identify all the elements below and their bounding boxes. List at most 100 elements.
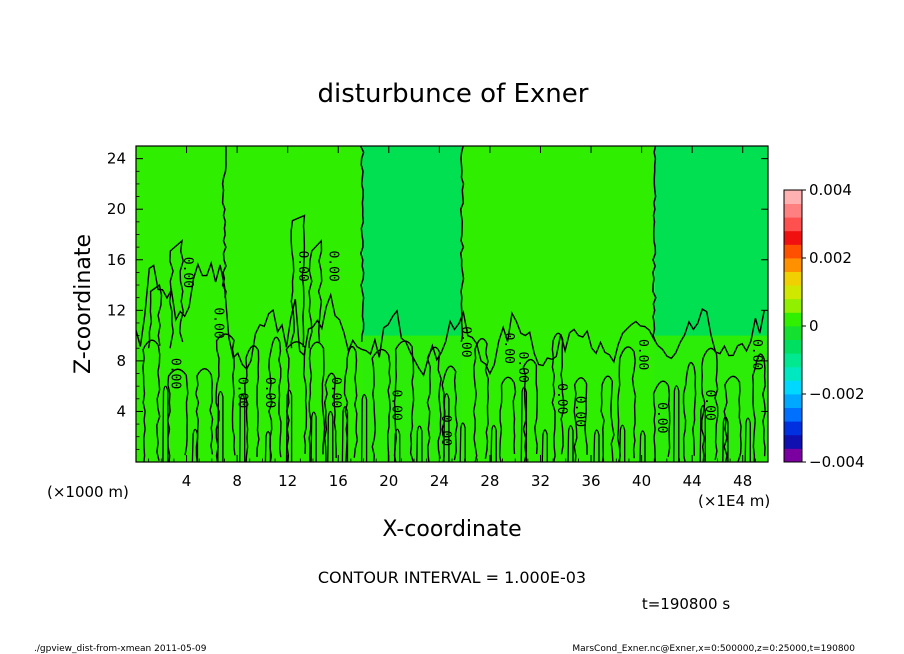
colorbar-swatch bbox=[784, 230, 802, 245]
plume-contour bbox=[416, 425, 423, 462]
colorbar-swatch bbox=[784, 244, 802, 259]
plume-contour bbox=[700, 347, 719, 462]
plume-contour bbox=[600, 375, 615, 462]
contour-label: 0.00 bbox=[180, 257, 195, 288]
y-tick-label: 24 bbox=[107, 150, 126, 168]
contour-label: 0.00 bbox=[572, 396, 587, 427]
contour-label: 0.00 bbox=[749, 339, 764, 370]
plume-contour bbox=[308, 341, 326, 462]
colorbar-tick-label: 0.002 bbox=[809, 249, 852, 267]
plume-contour bbox=[215, 333, 236, 462]
colorbar-swatch bbox=[784, 407, 802, 422]
plume-contour bbox=[217, 391, 224, 462]
field-band bbox=[136, 335, 768, 462]
colorbar-swatch bbox=[784, 421, 802, 436]
plume-contour bbox=[327, 410, 334, 462]
plume-contour bbox=[459, 422, 466, 462]
plume-contour bbox=[343, 345, 359, 462]
plume-contour bbox=[652, 380, 671, 462]
vertical-contour bbox=[221, 146, 227, 298]
colorbar-swatch bbox=[784, 434, 802, 449]
contour-label: 0.00 bbox=[702, 389, 717, 420]
contour-label: 0.00 bbox=[501, 333, 516, 364]
colorbar-tick-label: −0.004 bbox=[809, 453, 865, 471]
vertical-contour bbox=[459, 146, 465, 343]
plume-contour bbox=[323, 372, 337, 462]
footer-left: ./gpview_dist-from-xmean 2011-05-09 bbox=[34, 644, 207, 654]
x-tick-label: 32 bbox=[531, 472, 550, 490]
plume-contour bbox=[166, 368, 189, 462]
y-tick-label: 20 bbox=[107, 200, 126, 218]
y-tick-label: 4 bbox=[116, 402, 126, 420]
footer-right: MarsCond_Exner.nc@Exner,x=0:500000,z=0:2… bbox=[572, 644, 855, 654]
contour-label: 0.00 bbox=[458, 326, 473, 357]
plume-contour bbox=[522, 358, 538, 462]
plume-contour bbox=[147, 283, 163, 349]
layer-top-contour bbox=[136, 260, 765, 377]
colorbar-swatch bbox=[784, 271, 802, 286]
plume-contour bbox=[573, 377, 588, 462]
colorbar-swatch bbox=[784, 380, 802, 395]
contour-field bbox=[136, 146, 768, 462]
plume-contour bbox=[290, 214, 306, 349]
colorbar-swatch bbox=[784, 298, 802, 313]
plume-contour bbox=[310, 411, 317, 462]
plume-contour bbox=[239, 394, 246, 462]
plume-contour bbox=[699, 405, 706, 462]
colorbar-swatch bbox=[784, 353, 802, 368]
plot-area: 0.00 0.00 0.00 0.00 0.00 0.00 0.00 0.00 0.00 0.00… bbox=[107, 145, 769, 490]
x-axis-label: X-coordinate bbox=[382, 517, 521, 542]
x-axis: 4 8 12 16 20 24 28 32 36 40 44 48 bbox=[148, 146, 756, 490]
contour-interval-text: CONTOUR INTERVAL = 1.000E-03 bbox=[318, 568, 586, 587]
plume-contour bbox=[142, 339, 161, 462]
colorbar-tick-label: −0.002 bbox=[809, 385, 865, 403]
x-unit-left: (×1000 m) bbox=[47, 483, 129, 501]
plume-contour bbox=[682, 361, 697, 462]
plume-contour bbox=[593, 429, 600, 462]
plume-contour bbox=[639, 430, 646, 462]
plume-contour bbox=[308, 239, 323, 349]
x-tick-label: 8 bbox=[232, 472, 242, 490]
x-tick-label: 28 bbox=[480, 472, 499, 490]
plume-contour bbox=[268, 336, 282, 462]
x-tick-label: 12 bbox=[278, 472, 297, 490]
y-tick-label: 16 bbox=[107, 251, 126, 269]
plume-contour bbox=[767, 394, 768, 462]
x-tick-label: 20 bbox=[379, 472, 398, 490]
plume-contour bbox=[285, 389, 293, 462]
plume-contour bbox=[498, 376, 517, 462]
plume-contour bbox=[371, 348, 391, 462]
plume-contour bbox=[618, 424, 626, 462]
plume-contour bbox=[616, 346, 637, 462]
plume-contour bbox=[426, 346, 442, 462]
vertical-contour bbox=[360, 146, 365, 342]
contour-label: 0.00 bbox=[389, 389, 404, 420]
plume-contour bbox=[443, 393, 450, 462]
x-tick-label: 16 bbox=[329, 472, 348, 490]
x-tick-label: 40 bbox=[632, 472, 651, 490]
y-tick-label: 12 bbox=[107, 301, 126, 319]
x-tick-label: 4 bbox=[182, 472, 192, 490]
x-tick-label: 24 bbox=[430, 472, 449, 490]
x-tick-label: 48 bbox=[733, 472, 752, 490]
contour-label: 0.00 bbox=[654, 402, 669, 433]
plume-contour bbox=[490, 424, 497, 462]
time-text: t=190800 s bbox=[642, 595, 730, 613]
contour-label: 0.00 bbox=[167, 358, 182, 389]
plume-contour bbox=[244, 345, 260, 462]
plume-contour bbox=[360, 393, 368, 462]
vertical-contour bbox=[652, 146, 657, 343]
y-axis: 4 8 12 16 20 24 bbox=[107, 150, 768, 450]
contour-label: 0.00 bbox=[438, 415, 453, 446]
plume-contour bbox=[751, 353, 767, 462]
plume-contour bbox=[195, 368, 214, 462]
plume-contour bbox=[285, 341, 308, 462]
colorbar: 0.004 0.002 0 −0.002 −0.004 bbox=[783, 181, 865, 471]
colorbar-swatch bbox=[784, 217, 802, 232]
plume-contour bbox=[723, 375, 742, 462]
chart-title: disturbunce of Exner bbox=[318, 79, 589, 109]
plume-contour bbox=[441, 365, 458, 462]
plume-contour bbox=[168, 239, 185, 349]
colorbar-tick-label: 0 bbox=[809, 317, 819, 335]
